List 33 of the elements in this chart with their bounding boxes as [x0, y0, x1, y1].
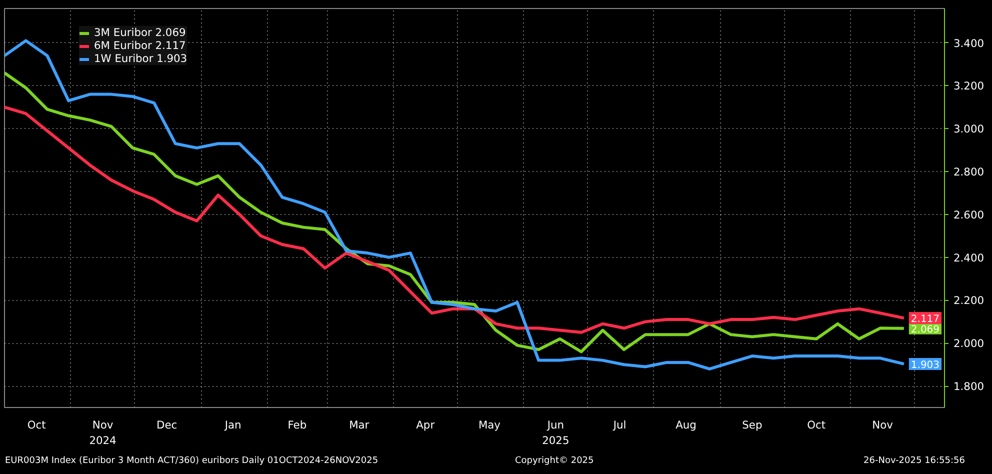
x-tick-label: Apr [416, 418, 436, 432]
x-tick-label: Mar [349, 418, 370, 432]
x-tick-label: Jul [612, 418, 626, 432]
x-tick-label: May [478, 418, 500, 432]
legend-label: 1W Euribor 1.903 [94, 52, 188, 65]
text: 26-Nov-2025 16:55:56 [864, 455, 965, 468]
x-tick-label: Dec [156, 418, 178, 432]
x-tick-label: Nov [872, 418, 893, 432]
y-tick-label: 1.800 [954, 380, 984, 394]
y-tick-label: 2.800 [954, 166, 984, 179]
x-tick-label: Feb [288, 418, 307, 432]
x-tick-label: Oct [807, 418, 826, 432]
y-tick-label: 3.200 [954, 80, 984, 93]
y-tick-label: 2.400 [954, 251, 984, 264]
text: EUR003M Index (Euribor 3 Month ACT/360) euribors Daily 01OCT2024-26NOV2025 [5, 455, 378, 468]
y-tick-label: 2.200 [954, 294, 984, 308]
x-tick-label: Nov 2024 [89, 418, 117, 448]
line-series [4, 106, 906, 334]
y-tick-label: 2.000 [954, 337, 984, 350]
y-tick-label: 3.400 [954, 36, 984, 50]
x-tick-label: Sep [742, 418, 763, 432]
x-tick-label: Aug [676, 418, 696, 432]
y-tick-label: 2.600 [954, 208, 984, 222]
annotation: 1.903 [910, 360, 940, 371]
x-tick-label: Jan [224, 418, 242, 432]
text: Copyright© 2025 [515, 455, 594, 468]
annotation: 2.117 [910, 314, 940, 326]
legend-label: 6M Euribor 2.117 [94, 39, 186, 52]
x-tick-label: Oct [27, 418, 46, 432]
y-tick-label: 3.000 [954, 122, 984, 136]
x-tick-label: Jun 2025 [542, 418, 570, 448]
annotation: 2.069 [910, 324, 940, 336]
legend-label: 3M Euribor 2.069 [94, 26, 186, 39]
